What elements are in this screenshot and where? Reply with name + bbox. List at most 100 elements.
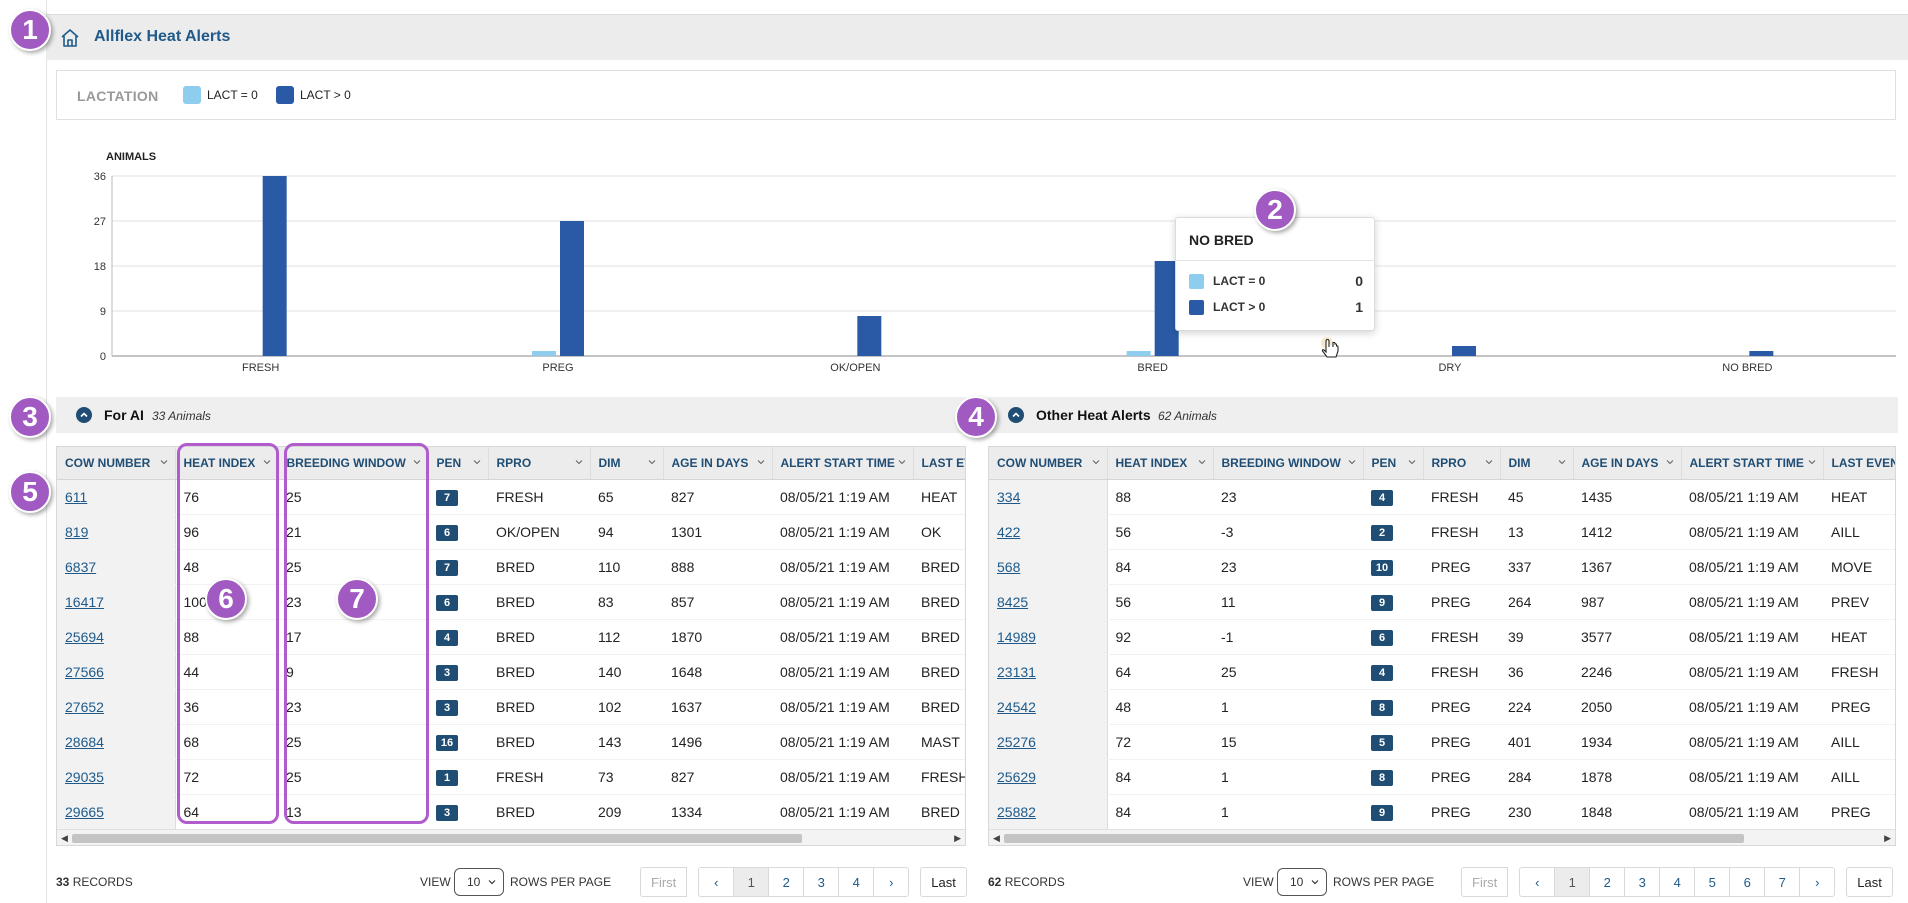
table-row[interactable]: 25629 84 1 8 PREG 284 1878 08/05/21 1:19 AM AILL <box>989 759 1895 795</box>
chevron-down-icon[interactable] <box>1807 457 1817 467</box>
other-heat-alerts-section-header[interactable]: Other Heat Alerts 62 Animals <box>988 397 1898 433</box>
collapse-chevron-icon[interactable] <box>1008 407 1024 423</box>
chevron-down-icon[interactable] <box>1484 457 1494 467</box>
chevron-down-icon[interactable] <box>1557 457 1567 467</box>
next-page-button[interactable]: › <box>1799 867 1836 897</box>
page-7-button[interactable]: 7 <box>1764 867 1801 897</box>
column-header[interactable]: DIM <box>590 447 664 480</box>
rows-per-page-select[interactable]: 10 <box>454 868 504 896</box>
first-page-button[interactable]: First <box>640 867 688 897</box>
cow-number-link[interactable]: 25882 <box>997 803 1036 820</box>
scrollbar-thumb[interactable] <box>1004 834 1744 843</box>
table-row[interactable]: 334 88 23 4 FRESH 45 1435 08/05/21 1:19 AM HEAT <box>989 479 1895 515</box>
column-header[interactable]: RPRO <box>1423 447 1501 480</box>
for-ai-section-header[interactable]: For AI 33 Animals <box>56 397 966 433</box>
home-icon[interactable] <box>60 28 80 48</box>
column-header[interactable]: PEN <box>428 447 489 480</box>
column-header[interactable]: HEAT INDEX <box>175 447 279 480</box>
column-header[interactable]: LAST EVENT NAM <box>1823 447 1895 480</box>
column-header[interactable]: ALERT START TIME <box>772 447 914 480</box>
cow-number-link[interactable]: 25276 <box>997 733 1036 750</box>
first-page-button[interactable]: First <box>1461 867 1509 897</box>
horizontal-scrollbar[interactable]: ◀ ▶ <box>989 829 1895 845</box>
cow-number-link[interactable]: 25694 <box>65 628 104 645</box>
table-row[interactable]: 568 84 23 10 PREG 337 1367 08/05/21 1:19 AM MOVE <box>989 549 1895 585</box>
table-row[interactable]: 422 56 -3 2 FRESH 13 1412 08/05/21 1:19 AM AILL <box>989 514 1895 550</box>
table-row[interactable]: 25882 84 1 9 PREG 230 1848 08/05/21 1:19 AM PREG <box>989 794 1895 830</box>
cow-number-link[interactable]: 24542 <box>997 698 1036 715</box>
chevron-down-icon[interactable] <box>756 457 766 467</box>
column-header[interactable]: COW NUMBER <box>989 447 1108 480</box>
page-4-button[interactable]: 4 <box>1659 867 1696 897</box>
page-2-button[interactable]: 2 <box>768 867 805 897</box>
collapse-chevron-icon[interactable] <box>76 407 92 423</box>
column-header[interactable]: LAST EVENT N <box>913 447 965 480</box>
page-2-button[interactable]: 2 <box>1589 867 1626 897</box>
table-row[interactable]: 8425 56 11 9 PREG 264 987 08/05/21 1:19 AM PREV <box>989 584 1895 620</box>
chevron-down-icon[interactable] <box>412 457 422 467</box>
cow-number-link[interactable]: 8425 <box>997 593 1029 610</box>
cow-number-link[interactable]: 27566 <box>65 663 104 680</box>
table-row[interactable]: 28684 68 25 16 BRED 143 1496 08/05/21 1:19 AM MA… <box>57 724 965 760</box>
page-1-button[interactable]: 1 <box>1554 867 1591 897</box>
legend-item-lact-gt-0[interactable]: LACT > 0 <box>276 86 351 104</box>
chevron-down-icon[interactable] <box>647 457 657 467</box>
prev-page-button[interactable]: ‹ <box>1519 867 1556 897</box>
page-1-button[interactable]: 1 <box>733 867 770 897</box>
cow-number-link[interactable]: 6837 <box>65 558 97 575</box>
table-row[interactable]: 27652 36 23 3 BRED 102 1637 08/05/21 1:19 AM BRE… <box>57 689 965 725</box>
cow-number-link[interactable]: 27652 <box>65 698 104 715</box>
table-row[interactable]: 25276 72 15 5 PREG 401 1934 08/05/21 1:19 AM AIL… <box>989 724 1895 760</box>
column-header[interactable]: RPRO <box>488 447 591 480</box>
column-header[interactable]: AGE IN DAYS <box>663 447 773 480</box>
chevron-down-icon[interactable] <box>472 457 482 467</box>
page-6-button[interactable]: 6 <box>1729 867 1766 897</box>
column-header[interactable]: AGE IN DAYS <box>1573 447 1682 480</box>
legend-item-lact-0[interactable]: LACT = 0 <box>183 86 258 104</box>
scrollbar-thumb[interactable] <box>72 834 802 843</box>
column-header[interactable]: BREEDING WINDOW <box>278 447 429 480</box>
table-row[interactable]: 611 76 25 7 FRESH 65 827 08/05/21 1:19 AM HEAT <box>57 479 965 515</box>
cow-number-link[interactable]: 29035 <box>65 768 104 785</box>
table-row[interactable]: 23131 64 25 4 FRESH 36 2246 08/05/21 1:19 AM FRE… <box>989 654 1895 690</box>
cow-number-link[interactable]: 819 <box>65 523 89 540</box>
column-header[interactable]: HEAT INDEX <box>1107 447 1214 480</box>
cow-number-link[interactable]: 16417 <box>65 593 104 610</box>
prev-page-button[interactable]: ‹ <box>698 867 735 897</box>
rows-per-page-select[interactable]: 10 <box>1277 868 1327 896</box>
next-page-button[interactable]: › <box>873 867 910 897</box>
cow-number-link[interactable]: 14989 <box>997 628 1036 645</box>
cow-number-link[interactable]: 28684 <box>65 733 104 750</box>
page-4-button[interactable]: 4 <box>838 867 875 897</box>
page-3-button[interactable]: 3 <box>803 867 840 897</box>
cow-number-link[interactable]: 29665 <box>65 803 104 820</box>
page-5-button[interactable]: 5 <box>1694 867 1731 897</box>
cow-number-link[interactable]: 422 <box>997 523 1021 540</box>
column-header[interactable]: DIM <box>1500 447 1574 480</box>
page-3-button[interactable]: 3 <box>1624 867 1661 897</box>
column-header[interactable]: ALERT START TIME <box>1681 447 1824 480</box>
table-row[interactable]: 819 96 21 6 OK/OPEN 94 1301 08/05/21 1:19 AM OK <box>57 514 965 550</box>
table-row[interactable]: 14989 92 -1 6 FRESH 39 3577 08/05/21 1:19 AM HEA… <box>989 619 1895 655</box>
cow-number-link[interactable]: 25629 <box>997 768 1036 785</box>
chevron-down-icon[interactable] <box>262 457 272 467</box>
table-row[interactable]: 27566 44 9 3 BRED 140 1648 08/05/21 1:19 AM BRED <box>57 654 965 690</box>
cow-number-link[interactable]: 568 <box>997 558 1021 575</box>
scroll-right-icon[interactable]: ▶ <box>1884 833 1891 843</box>
last-page-button[interactable]: Last <box>1846 867 1893 897</box>
scroll-left-icon[interactable]: ◀ <box>993 833 1000 843</box>
chevron-down-icon[interactable] <box>1197 457 1207 467</box>
chevron-down-icon[interactable] <box>1665 457 1675 467</box>
cow-number-link[interactable]: 334 <box>997 488 1021 505</box>
chevron-down-icon[interactable] <box>897 457 907 467</box>
horizontal-scrollbar[interactable]: ◀ ▶ <box>57 829 965 845</box>
last-page-button[interactable]: Last <box>920 867 967 897</box>
cow-number-link[interactable]: 23131 <box>997 663 1036 680</box>
scroll-right-icon[interactable]: ▶ <box>954 833 961 843</box>
chevron-down-icon[interactable] <box>1347 457 1357 467</box>
chevron-down-icon[interactable] <box>1091 457 1101 467</box>
column-header[interactable]: PEN <box>1363 447 1424 480</box>
chevron-down-icon[interactable] <box>159 457 169 467</box>
scroll-left-icon[interactable]: ◀ <box>61 833 68 843</box>
table-row[interactable]: 6837 48 25 7 BRED 110 888 08/05/21 1:19 AM BRED <box>57 549 965 585</box>
